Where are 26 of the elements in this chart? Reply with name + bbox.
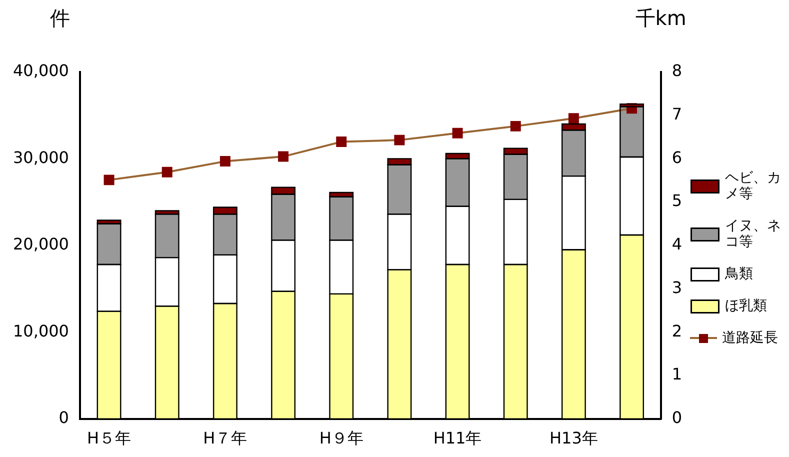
y-tick-label: 10,000 xyxy=(13,321,69,340)
y-tick-label: 20,000 xyxy=(13,234,69,254)
y2-tick-label: 1 xyxy=(672,364,682,384)
y-tick-label: 30,000 xyxy=(13,148,69,167)
y2-tick-label: 3 xyxy=(672,278,682,297)
y-axis-title: 件 xyxy=(50,6,70,30)
y2-tick-label: 2 xyxy=(672,321,682,340)
y-tick-label: 40,000 xyxy=(13,61,69,80)
y2-tick-label: 5 xyxy=(672,191,682,210)
x-tick-label: H13年 xyxy=(550,428,598,448)
legend-label: 道路延長 xyxy=(722,330,778,346)
legend-label: ヘビ、カメ等 xyxy=(725,170,781,202)
x-tick-label: H11年 xyxy=(433,428,482,448)
x-tick-label: H５年 xyxy=(87,428,132,448)
y2-tick-label: 8 xyxy=(672,61,682,80)
y2-axis-title: 千km xyxy=(635,6,686,30)
y2-tick-label: 7 xyxy=(672,104,682,124)
y-tick-label: 0 xyxy=(58,408,69,427)
legend-label: 鳥類 xyxy=(725,266,754,282)
y2-tick-label: 6 xyxy=(672,148,682,167)
legend-label: ほ乳類 xyxy=(725,298,768,314)
legend-label: イヌ、ネコ等 xyxy=(725,218,781,250)
y2-tick-label: 4 xyxy=(672,234,682,254)
x-tick-label: H９年 xyxy=(319,428,364,448)
x-tick-label: H７年 xyxy=(203,428,248,448)
y2-tick-label: 0 xyxy=(672,408,682,427)
